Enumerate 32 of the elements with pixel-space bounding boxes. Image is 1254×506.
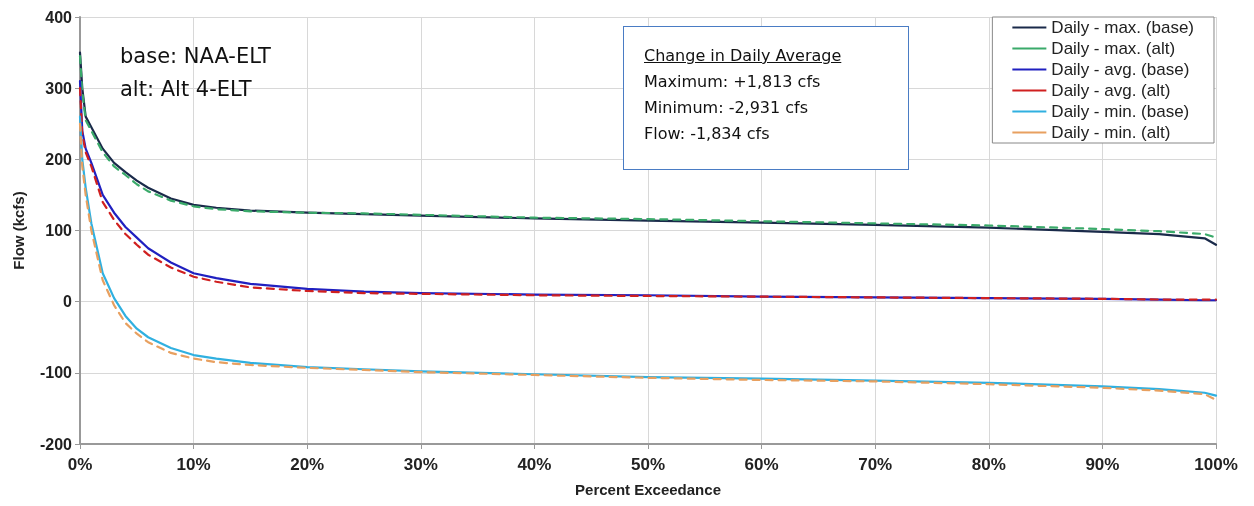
y-tick-label: 200: [45, 150, 73, 168]
x-tick-label: 0%: [67, 455, 93, 474]
x-tick-label: 70%: [858, 455, 893, 474]
y-tick-label: -100: [39, 364, 73, 382]
y-tick-label: 0: [63, 293, 73, 311]
annotation: Minimum: -2,931 cfs: [644, 97, 810, 119]
x-axis-title: Percent Exceedance: [575, 481, 721, 498]
annotation: Change in Daily Average: [644, 45, 843, 67]
x-tick-label: 10%: [176, 455, 211, 474]
y-axis-title: Flow (kcfs): [10, 191, 27, 270]
annotation: alt: Alt 4-ELT: [120, 76, 253, 103]
x-tick-label: 40%: [517, 455, 552, 474]
x-tick-label: 80%: [971, 455, 1006, 474]
x-tick-label: 60%: [744, 455, 779, 474]
y-tick-label: -200: [39, 435, 73, 453]
x-tick-label: 20%: [290, 455, 325, 474]
legend-label: Daily - avg. (alt): [1051, 81, 1171, 100]
x-tick-label: 100%: [1194, 455, 1238, 474]
x-tick-label: 30%: [403, 455, 438, 474]
annotation: base: NAA-ELT: [120, 43, 271, 70]
y-tick-label: 400: [45, 8, 73, 26]
x-tick-label: 50%: [630, 455, 666, 474]
annotation: Flow: -1,834 cfs: [644, 123, 771, 145]
annotation: Maximum: +1,813 cfs: [644, 71, 822, 93]
legend-label: Daily - max. (alt): [1051, 39, 1176, 58]
legend-label: Daily - min. (base): [1051, 102, 1190, 121]
legend-label: Daily - max. (base): [1051, 18, 1194, 37]
y-tick-label: 100: [45, 222, 73, 239]
legend-label: Daily - min. (alt): [1051, 123, 1171, 142]
x-tick-label: 90%: [1085, 455, 1120, 474]
y-tick-label: 300: [45, 79, 73, 97]
legend-label: Daily - avg. (base): [1051, 60, 1190, 79]
